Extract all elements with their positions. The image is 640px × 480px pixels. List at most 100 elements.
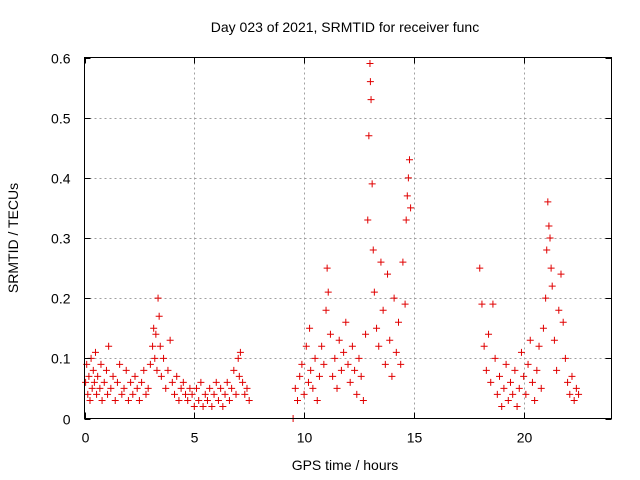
data-point (553, 366, 561, 374)
data-point (403, 192, 411, 200)
data-point (232, 390, 240, 398)
data-point (407, 204, 415, 212)
data-point (245, 396, 253, 404)
data-point (186, 384, 194, 392)
data-point (307, 366, 315, 374)
data-point (300, 390, 308, 398)
data-point (124, 396, 132, 404)
data-point (322, 306, 330, 314)
data-point (524, 360, 532, 368)
data-point (197, 378, 205, 386)
data-point (306, 324, 314, 332)
data-point (364, 216, 372, 224)
data-point (506, 378, 514, 386)
data-point (337, 366, 345, 374)
data-point (93, 390, 101, 398)
data-point (340, 348, 348, 356)
data-point (535, 342, 543, 350)
data-point (357, 372, 365, 380)
data-point (377, 258, 385, 266)
data-point (353, 390, 361, 398)
data-point (365, 132, 373, 140)
data-point (214, 396, 222, 404)
data-point (487, 378, 495, 386)
data-point (342, 318, 350, 326)
data-point (564, 378, 572, 386)
data-point (329, 372, 337, 380)
data-point (397, 360, 405, 368)
data-point (171, 390, 179, 398)
data-point (291, 384, 299, 392)
data-point (135, 396, 143, 404)
data-point (346, 378, 354, 386)
data-point (482, 366, 490, 374)
data-point (375, 342, 383, 350)
data-point (323, 264, 331, 272)
data-point (151, 354, 159, 362)
data-point (388, 372, 396, 380)
data-point (86, 396, 94, 404)
data-point (223, 378, 231, 386)
data-point (192, 384, 200, 392)
data-point (309, 384, 317, 392)
data-point (208, 402, 216, 410)
data-point (304, 378, 312, 386)
data-point (156, 342, 164, 350)
data-point (550, 336, 558, 344)
data-point (241, 390, 249, 398)
data-point (179, 378, 187, 386)
data-point (517, 348, 525, 356)
data-point (401, 300, 409, 308)
data-point (154, 294, 162, 302)
data-point (155, 312, 163, 320)
data-point (522, 390, 530, 398)
data-point (542, 294, 550, 302)
y-tick-label: 0.5 (51, 111, 71, 127)
y-tick-label: 0.3 (51, 231, 71, 247)
data-point (515, 384, 523, 392)
x-axis-label: GPS time / hours (292, 457, 399, 473)
data-point (555, 306, 563, 314)
data-point (480, 342, 488, 350)
data-point (373, 324, 381, 332)
data-point (390, 294, 398, 302)
data-point (85, 372, 93, 380)
data-point (405, 156, 413, 164)
data-point (138, 378, 146, 386)
data-point (188, 390, 196, 398)
data-point (144, 384, 152, 392)
data-point (318, 342, 326, 350)
data-point (384, 270, 392, 278)
data-point (127, 378, 135, 386)
data-point (131, 372, 139, 380)
y-tick-label: 0.4 (51, 171, 71, 187)
data-point (528, 378, 536, 386)
data-point (368, 180, 376, 188)
data-point (166, 336, 174, 344)
y-tick-label: 0.2 (51, 291, 71, 307)
data-point (243, 384, 251, 392)
data-point (153, 366, 161, 374)
data-point (531, 396, 539, 404)
data-point (100, 378, 108, 386)
data-point (489, 300, 497, 308)
data-point (331, 354, 339, 362)
data-point (234, 354, 242, 362)
data-point (381, 360, 389, 368)
data-point (496, 372, 504, 380)
data-point (402, 216, 410, 224)
data-point (545, 222, 553, 230)
data-point (293, 396, 301, 404)
data-point (175, 396, 183, 404)
data-point (228, 384, 236, 392)
data-point (395, 318, 403, 326)
data-point (236, 348, 244, 356)
data-point (500, 384, 508, 392)
data-point (485, 330, 493, 338)
data-point (302, 342, 310, 350)
y-tick-label: 0 (63, 412, 71, 428)
data-point (543, 246, 551, 254)
data-point (142, 390, 150, 398)
data-point (150, 324, 158, 332)
